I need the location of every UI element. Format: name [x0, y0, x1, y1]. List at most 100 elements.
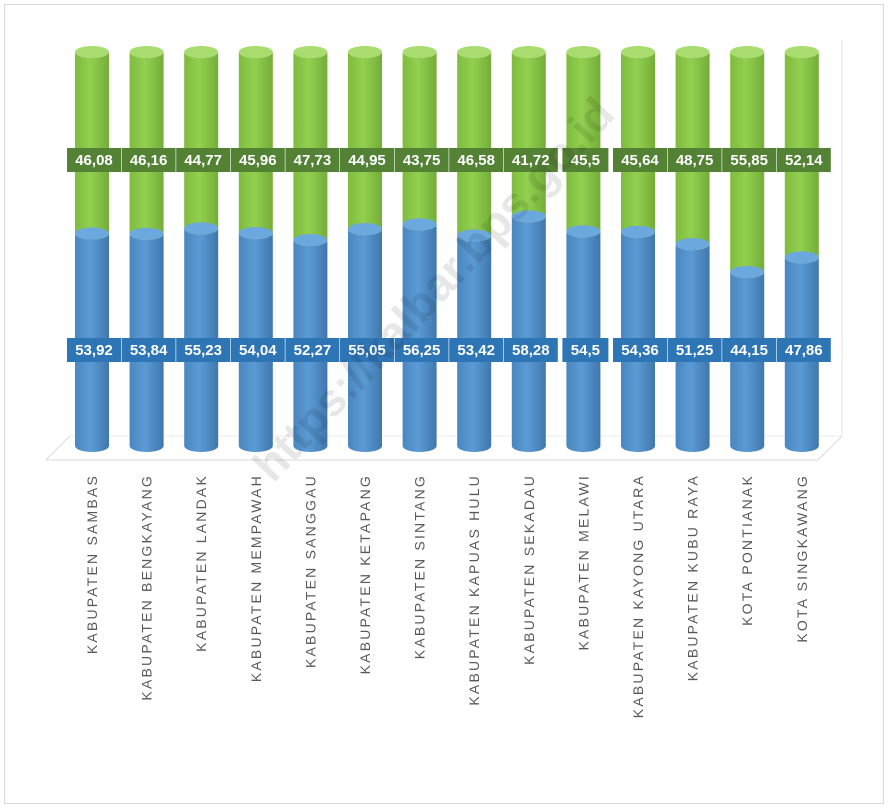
data-label-text: 47,73: [294, 152, 332, 169]
data-label-blue: 53,42: [449, 338, 504, 362]
data-label-text: 41,72: [512, 152, 550, 169]
category-label: KABUPATEN MELAWI: [575, 474, 591, 651]
bar-segment-blue: [730, 272, 765, 452]
segment-seam: [675, 238, 710, 251]
data-label-blue: 53,92: [67, 338, 121, 362]
data-label-text: 45,64: [621, 152, 659, 169]
data-labels-layer: 46,08 53,92 46,16 53,84 44,77 55,23 45,96 54,04…: [67, 148, 831, 362]
data-label-green: 52,14: [776, 148, 831, 172]
data-label-text: 45,5: [571, 152, 600, 169]
data-label-text: 44,15: [730, 342, 768, 359]
data-label-blue: 53,84: [121, 338, 176, 362]
segment-seam: [730, 266, 765, 279]
data-label-blue: 55,23: [176, 338, 231, 362]
data-label-blue: 54,04: [230, 338, 285, 362]
data-label-green: 45,64: [613, 148, 667, 172]
bar-segment-green: [184, 46, 219, 235]
bar-segment-green: [511, 46, 546, 223]
bar-segment-green: [402, 46, 437, 231]
data-label-text: 43,75: [403, 152, 441, 169]
category-labels-layer: KABUPATEN SAMBAS KABUPATEN BENGKAYANG KABU…: [84, 474, 810, 718]
segment-seam: [238, 227, 273, 240]
segment-seam: [293, 234, 328, 247]
bar-segment-green: [129, 46, 164, 240]
category-label: KOTA PONTIANAK: [739, 474, 755, 626]
category-label: KABUPATEN SEKADAU: [521, 474, 537, 665]
data-label-blue: 51,25: [667, 338, 722, 362]
data-label-text: 53,42: [457, 342, 495, 359]
data-label-green: 44,77: [176, 148, 231, 172]
data-label-green: 45,96: [230, 148, 285, 172]
data-label-blue: 56,25: [394, 338, 449, 362]
data-label-green: 46,16: [121, 148, 176, 172]
data-label-green: 46,08: [67, 148, 121, 172]
data-label-blue: 55,05: [340, 338, 394, 362]
segment-seam: [511, 210, 546, 223]
data-label-text: 54,04: [239, 342, 277, 359]
category-label: KABUPATEN SAMBAS: [84, 474, 100, 654]
data-label-text: 52,14: [785, 152, 823, 169]
bar-segment-green: [75, 46, 109, 240]
data-label-text: 51,25: [676, 342, 714, 359]
data-label-green: 41,72: [503, 148, 558, 172]
category-label: KABUPATEN KAYONG UTARA: [630, 474, 646, 718]
bar-segment-green: [293, 46, 328, 247]
segment-seam: [566, 225, 601, 238]
category-label: KABUPATEN LANDAK: [193, 474, 209, 652]
segment-seam: [457, 229, 492, 242]
data-label-text: 53,84: [130, 342, 168, 359]
data-label-text: 54,36: [621, 342, 659, 359]
data-label-text: 48,75: [676, 152, 714, 169]
data-label-green: 46,58: [449, 148, 504, 172]
data-label-text: 55,05: [348, 342, 386, 359]
data-label-blue: 58,28: [503, 338, 558, 362]
segment-seam: [75, 227, 109, 240]
data-label-text: 46,08: [75, 152, 113, 169]
data-label-blue: 44,15: [722, 338, 777, 362]
data-label-blue: 54,36: [613, 338, 667, 362]
data-label-text: 46,16: [130, 152, 168, 169]
data-label-text: 58,28: [512, 342, 550, 359]
data-label-blue: 52,27: [285, 338, 340, 362]
data-label-text: 44,77: [184, 152, 222, 169]
data-label-text: 55,85: [730, 152, 768, 169]
data-label-green: 48,75: [667, 148, 722, 172]
category-label: KABUPATEN KETAPANG: [357, 474, 373, 674]
data-label-text: 44,95: [348, 152, 386, 169]
data-label-text: 47,86: [785, 342, 823, 359]
data-label-green: 44,95: [340, 148, 394, 172]
category-label: KABUPATEN KAPUAS HULU: [466, 474, 482, 706]
data-label-text: 45,96: [239, 152, 277, 169]
segment-seam: [402, 218, 437, 231]
segment-seam: [129, 227, 164, 240]
data-label-green: 43,75: [394, 148, 449, 172]
data-label-text: 53,92: [75, 342, 113, 359]
bar-segment-green: [238, 46, 273, 240]
data-label-text: 54,5: [571, 342, 600, 359]
segment-seam: [621, 225, 655, 238]
data-label-green: 47,73: [285, 148, 340, 172]
data-label-blue: 47,86: [776, 338, 831, 362]
data-label-text: 55,23: [184, 342, 222, 359]
category-label: KABUPATEN BENGKAYANG: [139, 474, 155, 701]
bar-segment-green: [457, 46, 492, 242]
category-label: KOTA SINGKAWANG: [794, 474, 810, 643]
data-label-green: 45,5: [562, 148, 609, 172]
data-label-text: 52,27: [294, 342, 332, 359]
bar-segment-blue: [511, 216, 546, 452]
bar-segment-green: [621, 46, 655, 238]
category-label: KABUPATEN MEMPAWAH: [248, 474, 264, 682]
bar-segment-green: [348, 46, 382, 236]
segment-seam: [184, 222, 219, 235]
data-label-green: 55,85: [722, 148, 777, 172]
data-label-blue: 54,5: [562, 338, 609, 362]
data-label-text: 56,25: [403, 342, 441, 359]
bar-segment-green: [566, 46, 601, 238]
segment-seam: [348, 223, 382, 236]
segment-seam: [784, 251, 819, 264]
category-label: KABUPATEN SINTANG: [412, 474, 428, 659]
chart-floor: [45, 40, 843, 461]
category-label: KABUPATEN SANGGAU: [302, 474, 318, 668]
data-label-text: 46,58: [457, 152, 495, 169]
